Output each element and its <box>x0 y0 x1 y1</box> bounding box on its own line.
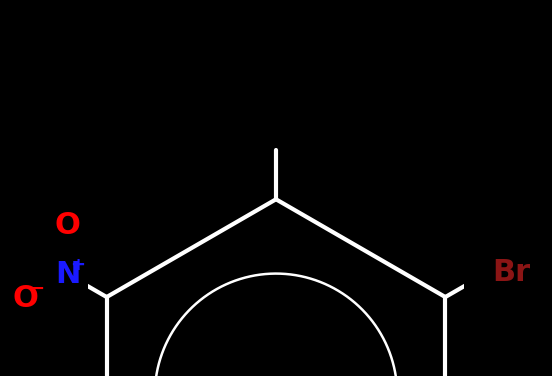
Text: O: O <box>12 284 38 314</box>
Text: +: + <box>70 256 85 274</box>
Text: N: N <box>55 260 80 289</box>
Text: O: O <box>55 211 81 240</box>
Text: −: − <box>29 280 44 298</box>
Text: Br: Br <box>492 258 530 287</box>
